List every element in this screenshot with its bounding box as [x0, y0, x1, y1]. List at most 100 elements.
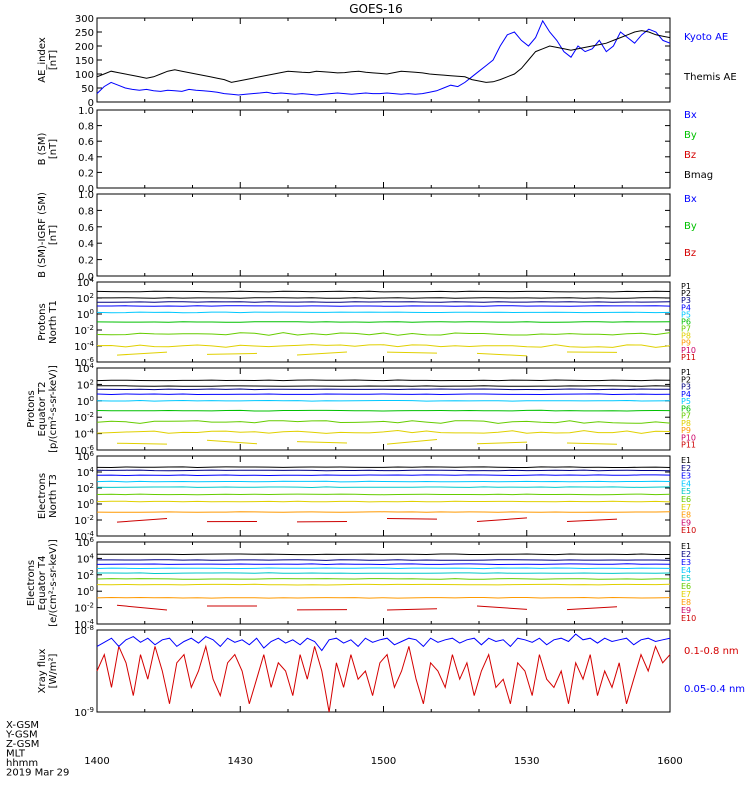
series-line-e4 [96, 480, 671, 483]
series-fragment [296, 441, 348, 444]
legend-entry: P4 [681, 390, 691, 399]
legend-entry: Bz [684, 150, 696, 161]
legend-entry: E2 [681, 550, 691, 559]
panel-bsm: 0.0 0.2 0.4 0.6 0.8 1.0 B (SM)[nT] Bx By Bz Bmag [37, 106, 713, 195]
legend-entry: E7 [681, 503, 691, 512]
y-tick-label: 250 [75, 28, 94, 39]
y-axis-label: ElectronsEquator T4[e/(cm²-s-sr-keV)] [26, 539, 59, 627]
panel-peq: 10-6 10-4 10-2 100 102 104 ProtonsEquator T2[p… [26, 362, 696, 457]
series-fragment [476, 352, 528, 357]
series-fragment [296, 351, 348, 356]
legend-entry: 0.05-0.4 nm [684, 684, 745, 695]
legend-entry: Bx [684, 194, 697, 205]
y-tick-label: 0.8 [78, 206, 94, 217]
legend-entry: P9 [681, 339, 691, 348]
legend-entry: E1 [681, 542, 691, 551]
series-fragment [116, 604, 168, 611]
panel-bigrf: 0.0 0.2 0.4 0.6 0.8 1.0 B (SM)-IGRF (SM)[nT] Bx… [37, 190, 697, 283]
series-line-e3 [96, 563, 671, 566]
legend-entry: P4 [681, 303, 691, 312]
legend-entry: E10 [681, 526, 696, 535]
legend-entry: Themis AE [683, 72, 737, 83]
y-tick-label: 10-2 [74, 514, 94, 527]
series-line-p6 [96, 409, 671, 412]
y-axis-label: B (SM)-IGRF (SM)[nT] [37, 192, 59, 278]
series-fragment [116, 442, 168, 445]
legend-entry: Bx [684, 110, 697, 121]
y-tick-label: 0.0 [78, 272, 94, 283]
y-tick-label: 102 [77, 378, 94, 391]
legend-entry: P5 [681, 397, 691, 406]
y-tick-label: 104 [77, 362, 95, 375]
y-axis-label: Xray flux[W/m²] [37, 649, 59, 694]
series-line-e6 [96, 578, 670, 580]
legend-entry: E9 [681, 606, 691, 615]
y-tick-label: 1.0 [78, 190, 94, 201]
y-tick-label: 10-6 [74, 356, 94, 369]
series-line-e4 [96, 567, 671, 570]
series-line-p5 [96, 311, 671, 314]
y-tick-label: 100 [77, 498, 94, 511]
series-line-e7 [96, 500, 671, 503]
y-axis-label: ElectronsNorth T3 [37, 473, 59, 519]
series-line-0-05-0-4-nm [96, 633, 671, 652]
series-line-p6 [96, 321, 671, 323]
series-line-p7 [96, 332, 671, 336]
footer-row: 2019 Mar 29 [6, 768, 69, 779]
panel-frame [96, 455, 671, 537]
legend-entry: E10 [681, 614, 696, 623]
y-tick-label: 0.2 [78, 256, 94, 267]
y-tick-label: 10-2 [74, 411, 94, 424]
y-tick-label: 0.4 [78, 239, 94, 250]
legend-entry: P8 [681, 419, 691, 428]
legend-entry: E6 [681, 495, 691, 504]
series-line-themis-ae [96, 30, 671, 83]
y-tick-label: 10-8 [74, 624, 94, 637]
legend-entry: E9 [681, 518, 691, 527]
series-fragment [476, 517, 528, 522]
y-tick-label: 0.4 [78, 153, 94, 164]
y-tick-label: 100 [77, 308, 94, 321]
y-tick-label: 200 [75, 42, 94, 53]
legend-entry: P7 [681, 325, 691, 334]
y-tick-label: 10-6 [74, 444, 94, 457]
legend-entry: E3 [681, 558, 691, 567]
panel-xray: 10-9 10-8 Xray flux[W/m²] 0.1-0.8 nm 0.05-0.… [37, 624, 745, 719]
legend-entry: P10 [681, 346, 696, 355]
legend-entry: Bmag [684, 170, 713, 181]
series-line-kyoto-ae [96, 19, 671, 96]
legend-entry: P6 [681, 317, 691, 326]
series-line-p4 [96, 393, 671, 396]
legend-entry: E3 [681, 472, 691, 481]
panels: 0 50 100 150 200 250 300 AE_index[nT] Kyoto AE Th… [26, 14, 745, 719]
legend-entry: E2 [681, 464, 691, 473]
series-fragment [566, 442, 618, 445]
legend-entry: P3 [681, 296, 691, 305]
x-tick-label: 1530 [514, 756, 539, 767]
series-fragment [566, 606, 618, 611]
series-fragment [206, 352, 258, 355]
series-line-p5 [96, 399, 671, 402]
y-tick-label: 0.6 [78, 223, 94, 234]
legend-entry: E1 [681, 456, 691, 465]
legend-entry: P7 [681, 412, 691, 421]
y-tick-label: 50 [81, 84, 94, 95]
y-tick-label: 102 [77, 292, 94, 305]
series-fragment [116, 518, 168, 523]
y-tick-label: 106 [77, 450, 95, 463]
series-line-e5 [97, 572, 671, 575]
series-line-e2 [97, 559, 671, 561]
legend-entry: P3 [681, 383, 691, 392]
series-line-e6 [96, 493, 671, 496]
series-line-e1 [97, 553, 670, 556]
y-tick-label: 0.8 [78, 122, 94, 133]
series-fragment [386, 608, 438, 611]
series-line-p8 [96, 429, 671, 434]
legend-entry: By [684, 130, 697, 141]
y-axis-label: B (SM)[nT] [37, 132, 59, 165]
legend-entry: E6 [681, 582, 691, 591]
footer-row: hhmm [6, 758, 38, 769]
legend-entry: E5 [681, 574, 691, 583]
